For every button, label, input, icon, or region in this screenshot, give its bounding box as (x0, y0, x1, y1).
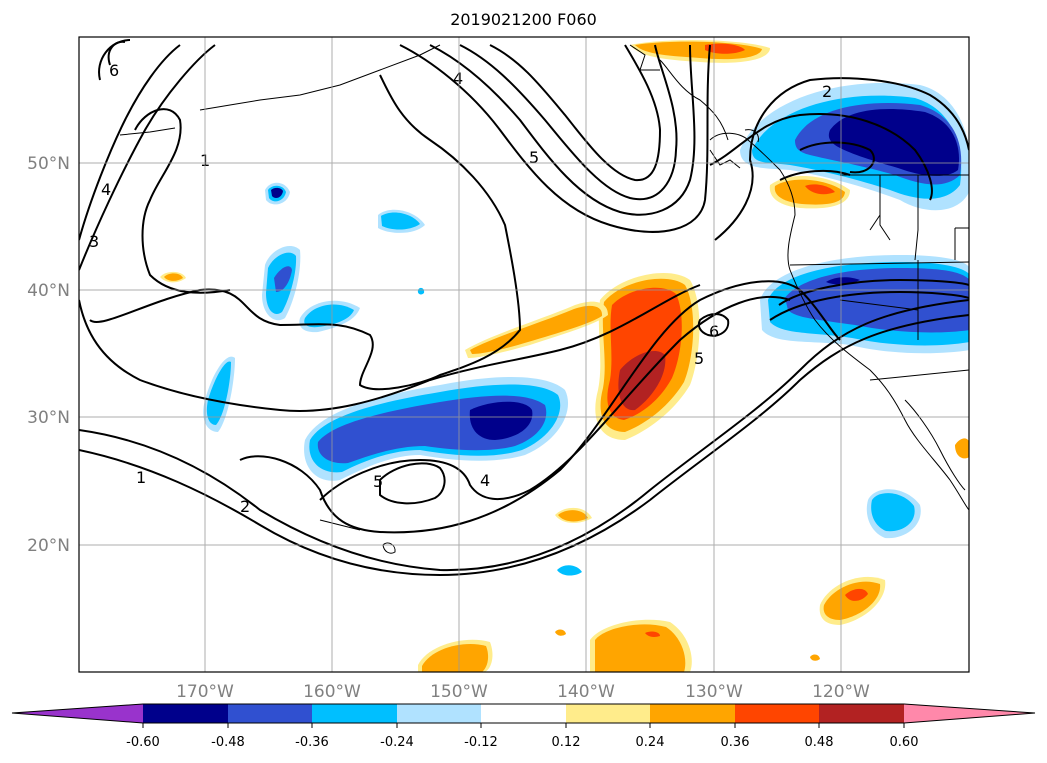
coastlines (119, 44, 969, 554)
colorbar-segment (143, 704, 228, 723)
contour-label: 4 (480, 471, 490, 490)
lon-label: 150°W (430, 682, 488, 702)
longitude-labels: 170°W 160°W 150°W 140°W 130°W 120°W (176, 682, 870, 702)
colorbar-segment (819, 704, 904, 723)
lon-label: 120°W (812, 682, 870, 702)
contour-label: 5 (373, 472, 383, 491)
contour-lines (79, 39, 969, 577)
contour-label: 2 (240, 497, 250, 516)
lat-label: 20°N (27, 536, 70, 556)
contour-label: 2 (822, 82, 832, 101)
map-frame (78, 36, 970, 673)
contour-label: 5 (694, 349, 704, 368)
colorbar-segment (566, 704, 650, 723)
colorbar-segment (312, 704, 397, 723)
colorbar-tick-label: 0.60 (890, 735, 919, 750)
colorbar-segment (228, 704, 312, 723)
colorbar: -0.60 -0.48 -0.36 -0.24 -0.12 0.12 0.24 … (11, 703, 1036, 750)
lon-label: 160°W (303, 682, 361, 702)
map-title: 2019021200 F060 (450, 10, 597, 29)
lat-label: 30°N (27, 408, 70, 428)
lon-label: 170°W (176, 682, 234, 702)
colorbar-tick-label: -0.48 (211, 735, 245, 750)
lon-label: 130°W (685, 682, 743, 702)
lat-label: 50°N (27, 154, 70, 174)
lat-label: 40°N (27, 281, 70, 301)
colorbar-tick-label: -0.60 (126, 735, 160, 750)
lon-label: 140°W (557, 682, 615, 702)
contour-label: 6 (109, 61, 119, 80)
contour-label: 5 (529, 148, 539, 167)
gridlines (79, 37, 969, 672)
contour-label: 1 (136, 468, 146, 487)
colorbar-tick-label: 0.48 (805, 735, 834, 750)
colorbar-segment (397, 704, 481, 723)
contour-label: 4 (101, 180, 111, 199)
latitude-labels: 50°N 40°N 30°N 20°N (27, 154, 70, 556)
colorbar-tick-label: -0.12 (464, 735, 498, 750)
colorbar-extend-max (904, 704, 1035, 723)
colorbar-tick-label: 0.12 (552, 735, 581, 750)
colorbar-segment (735, 704, 819, 723)
colorbar-tick-label: -0.24 (380, 735, 414, 750)
map-content: 1 1 2 2 3 4 4 4 5 5 5 6 6 (79, 37, 969, 672)
colorbar-tick-label: 0.24 (636, 735, 665, 750)
colorbar-tick-label: 0.36 (721, 735, 750, 750)
contour-label: 4 (453, 69, 463, 88)
colorbar-tick-label: -0.36 (295, 735, 329, 750)
colorbar-segment (481, 704, 566, 723)
colorbar-extend-min (12, 704, 143, 723)
contour-label: 3 (89, 232, 99, 251)
colorbar-segment (650, 704, 735, 723)
